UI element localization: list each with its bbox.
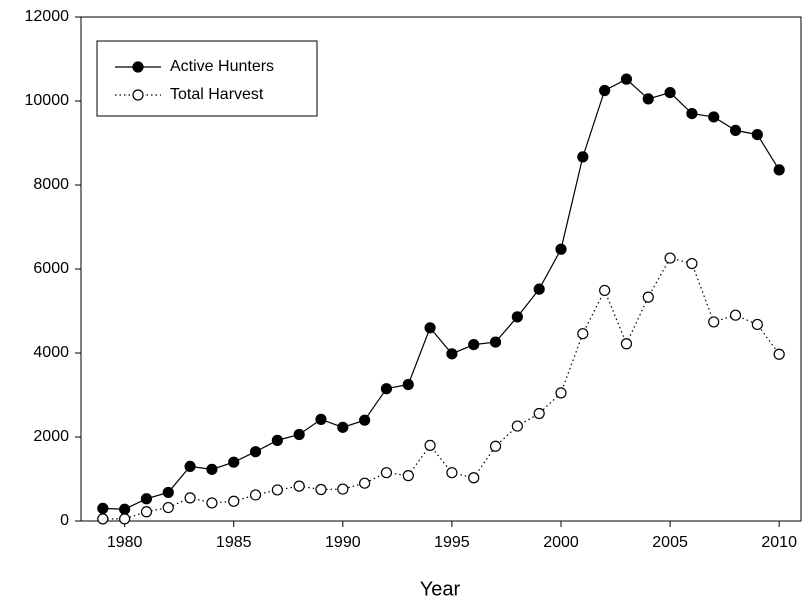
data-point (402, 470, 414, 482)
data-point (446, 467, 458, 479)
x-tick-label: 1990 (325, 534, 361, 551)
data-point (686, 257, 698, 270)
data-point (642, 93, 654, 105)
data-point (577, 151, 589, 163)
data-point (533, 283, 545, 295)
data-point (380, 383, 393, 395)
data-point (511, 420, 523, 432)
data-point (380, 467, 393, 479)
data-point (162, 501, 174, 514)
data-point (119, 513, 131, 525)
x-tick-label: 2010 (761, 534, 797, 551)
data-point (402, 378, 414, 391)
data-point (424, 439, 436, 451)
legend-label: Total Harvest (170, 86, 264, 103)
legend-box (96, 40, 318, 117)
data-point (708, 316, 720, 328)
data-point (686, 107, 698, 120)
series-line (102, 78, 780, 510)
data-point (620, 338, 633, 350)
data-point (729, 309, 742, 321)
x-axis-label: Year (420, 578, 461, 600)
data-point (184, 492, 196, 504)
data-point (446, 348, 458, 360)
legend-marker (132, 89, 144, 101)
x-tick-label: 2000 (543, 534, 579, 551)
data-point (140, 493, 153, 505)
data-point (489, 440, 502, 452)
x-tick-label: 1995 (434, 534, 470, 551)
data-point (533, 407, 545, 420)
x-tick-label: 1980 (107, 534, 143, 551)
data-point (228, 456, 240, 468)
data-point (424, 322, 436, 334)
data-point (468, 339, 480, 351)
y-tick-label: 0 (60, 512, 69, 529)
data-point (642, 291, 654, 303)
data-point (751, 318, 763, 331)
data-point (468, 472, 480, 484)
y-tick-label: 8000 (33, 176, 69, 193)
x-tick-label: 1985 (216, 534, 252, 551)
y-tick-label: 2000 (33, 428, 69, 445)
y-tick-label: 6000 (33, 260, 69, 277)
data-point (359, 414, 371, 426)
data-point (249, 446, 262, 458)
data-point (511, 311, 523, 323)
data-point (359, 477, 371, 489)
data-point (315, 413, 327, 425)
data-point (162, 486, 174, 499)
data-point (729, 124, 742, 136)
data-point (140, 506, 153, 518)
data-point (664, 86, 676, 99)
series-line (102, 257, 780, 520)
y-tick-label: 12000 (25, 8, 70, 25)
x-tick-label: 2005 (652, 534, 688, 551)
data-point (773, 348, 785, 360)
data-point (119, 503, 131, 515)
data-point (206, 497, 218, 509)
data-point (315, 483, 327, 496)
data-point (271, 434, 283, 446)
data-point (293, 480, 305, 492)
data-point (555, 243, 567, 255)
data-point (184, 460, 196, 472)
data-point (773, 164, 785, 176)
data-point (708, 111, 720, 123)
data-point (293, 428, 305, 441)
data-point (97, 513, 109, 525)
y-tick-label: 4000 (33, 344, 69, 361)
data-point (206, 463, 218, 475)
data-point (599, 284, 611, 297)
data-point (664, 252, 676, 264)
legend-label: Active Hunters (170, 58, 274, 75)
data-point (337, 483, 349, 495)
y-tick-label: 10000 (25, 92, 70, 109)
data-point (271, 484, 283, 496)
data-point (249, 489, 262, 501)
data-point (577, 328, 589, 340)
legend-marker (132, 61, 144, 73)
data-point (751, 129, 763, 141)
data-point (337, 421, 349, 433)
data-point (228, 495, 240, 507)
data-point (599, 84, 611, 97)
data-point (97, 502, 109, 514)
data-point (489, 336, 502, 348)
data-point (620, 73, 633, 85)
data-point (555, 387, 567, 399)
